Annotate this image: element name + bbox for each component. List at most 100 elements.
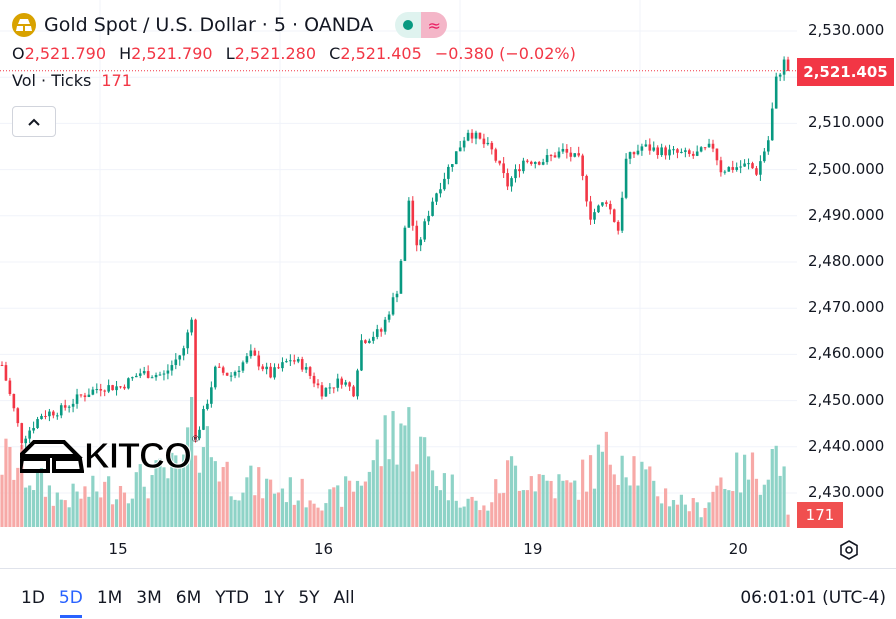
candle-body	[360, 340, 363, 371]
volume-bar	[253, 495, 257, 527]
volume-bar	[549, 480, 553, 527]
candle-body	[20, 423, 24, 444]
candle-body	[510, 178, 513, 187]
range-button-6m[interactable]: 6M	[175, 588, 202, 608]
volume-bar	[596, 444, 601, 527]
volume-bar	[162, 467, 166, 527]
volume-bar	[107, 476, 111, 527]
volume-bar	[770, 449, 774, 527]
volume-bar	[182, 454, 186, 527]
volume-bar	[557, 474, 561, 527]
market-open-icon	[395, 12, 422, 38]
candle-body	[158, 374, 162, 376]
volume-bar	[205, 426, 209, 527]
volume-bar	[739, 492, 743, 527]
candle-body	[71, 403, 75, 407]
volume-bar	[592, 488, 597, 527]
volume-bar	[312, 503, 316, 527]
volume-bar	[395, 464, 399, 527]
volume-bar	[754, 478, 759, 527]
last-volume-tag: 171	[797, 502, 843, 528]
range-button-all[interactable]: All	[333, 588, 355, 608]
range-button-1y[interactable]: 1Y	[263, 588, 285, 608]
volume-bar	[375, 439, 379, 527]
gold-logo-icon	[12, 13, 36, 37]
volume-bar	[450, 474, 454, 527]
range-button-1d[interactable]: 1D	[21, 588, 45, 608]
candle-body	[719, 160, 723, 173]
price-chart[interactable]	[0, 0, 896, 568]
candle-body	[368, 340, 371, 343]
symbol-title[interactable]: Gold Spot / U.S. Dollar · 5 · OANDA	[44, 14, 374, 36]
volume-bar	[774, 445, 778, 527]
kitco-watermark: KITCO ®	[20, 435, 200, 477]
candle-body	[474, 132, 478, 139]
volume-bar	[12, 479, 16, 527]
candle-body	[320, 385, 324, 397]
collapse-legend-button[interactable]	[12, 106, 56, 137]
range-button-1m[interactable]: 1M	[96, 588, 123, 608]
candle-body	[174, 359, 178, 366]
volume-bar	[87, 496, 91, 527]
volume-bar	[257, 467, 261, 527]
candle-body	[131, 377, 134, 379]
range-button-5y[interactable]: 5Y	[298, 588, 320, 608]
volume-bar	[766, 479, 770, 527]
candle-body	[344, 382, 347, 385]
date-tick-label: 16	[313, 540, 334, 558]
volume-bar	[470, 496, 474, 527]
candle-body	[296, 359, 300, 362]
price-tick-label: 2,530.000	[808, 21, 885, 39]
candle-body	[28, 430, 31, 439]
volume-bar	[648, 466, 652, 527]
candle-body	[533, 161, 537, 164]
volume-bar	[509, 456, 514, 527]
candle-body	[589, 201, 592, 220]
volume-bar	[675, 504, 680, 527]
candle-body	[609, 203, 612, 210]
volume-bar	[269, 479, 273, 527]
data-delay-icon: ≈	[421, 12, 448, 38]
candle-body	[300, 359, 304, 370]
candle-body	[747, 163, 750, 165]
price-tick-label: 2,450.000	[808, 390, 885, 409]
volume-bar	[4, 438, 8, 527]
volume-bar	[16, 467, 20, 527]
volume-bar	[612, 474, 616, 527]
candle-body	[308, 367, 312, 376]
candle-body	[399, 260, 403, 294]
candle-body	[577, 153, 580, 156]
candle-body	[312, 375, 316, 384]
candle-body	[502, 163, 505, 174]
candle-body	[561, 148, 565, 152]
candle-body	[12, 393, 16, 409]
volume-bar	[351, 491, 356, 527]
chart-settings-button[interactable]	[838, 539, 860, 565]
volume-bar	[494, 479, 498, 527]
volume-legend[interactable]: Vol · Ticks 171	[12, 71, 584, 90]
timezone-clock[interactable]: 06:01:01 (UTC-4)	[740, 588, 886, 608]
price-tick-label: 2,470.000	[808, 298, 885, 317]
candle-body	[127, 378, 130, 389]
candle-body	[214, 366, 217, 388]
volume-bar	[344, 476, 348, 527]
candle-body	[656, 147, 659, 156]
range-button-5d[interactable]: 5D	[52, 586, 90, 618]
candle-body	[352, 386, 355, 397]
range-button-3m[interactable]: 3M	[136, 588, 162, 608]
candle-body	[182, 348, 185, 356]
candle-body	[332, 387, 336, 389]
candle-body	[763, 151, 766, 162]
candle-body	[103, 390, 106, 392]
candle-body	[119, 386, 122, 388]
market-status-pill[interactable]: ≈	[395, 12, 448, 38]
volume-bar	[178, 467, 182, 527]
candle-body	[597, 205, 600, 213]
volume-bar	[778, 475, 782, 527]
range-button-ytd[interactable]: YTD	[215, 588, 250, 608]
volume-bar	[359, 485, 364, 527]
volume-bar	[332, 487, 336, 527]
volume-bar	[652, 480, 656, 527]
candle-body	[565, 148, 569, 153]
volume-bar	[517, 490, 522, 527]
